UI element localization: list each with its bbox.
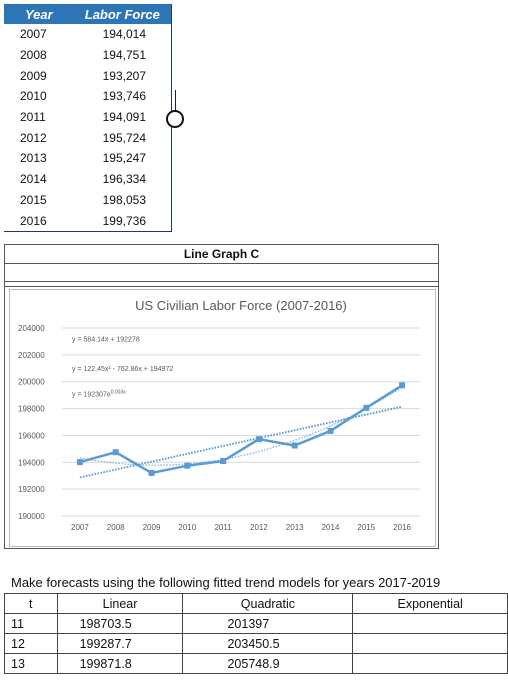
trendline-quadratic <box>79 386 403 466</box>
trendline-exponential <box>79 405 403 478</box>
x-tick-label: 2011 <box>214 523 232 532</box>
year-cell: 2016 <box>4 210 74 232</box>
quadratic-column-header: Quadratic <box>182 593 354 614</box>
exponential-column-header: Exponential <box>352 593 508 614</box>
graph-spacer-row <box>5 282 438 287</box>
table-row: 2007 194,014 <box>4 24 172 45</box>
year-cell: 2007 <box>20 27 47 42</box>
table-row: 2011 194,091 <box>4 107 172 128</box>
table-row: 2012 195,724 <box>4 127 172 148</box>
table-row: 11 198703.5 201397 <box>4 613 508 634</box>
table-row: 12 199287.7 203450.5 <box>4 633 508 654</box>
labor-force-cell: 193,746 <box>102 89 147 104</box>
line-chart: US Civilian Labor Force (2007-2016) 19000… <box>18 298 420 532</box>
forecast-header-row: t Linear Quadratic Exponential <box>4 593 508 614</box>
data-point <box>112 449 119 456</box>
x-tick-label: 2010 <box>178 523 196 532</box>
labor-force-cell: 193,207 <box>102 68 147 83</box>
year-column-header: Year <box>4 4 74 24</box>
graph-spacer-row <box>5 264 438 282</box>
t-cell: 11 <box>4 613 58 634</box>
y-tick-label: 192000 <box>18 485 45 494</box>
year-cell: 2008 <box>20 48 47 63</box>
year-cell: 2014 <box>20 172 47 187</box>
linear-column-header: Linear <box>56 593 184 614</box>
exponential-cell[interactable] <box>352 653 508 674</box>
quadratic-cell[interactable]: 203450.5 <box>182 633 354 654</box>
series-line <box>79 384 403 475</box>
labor-force-cell: 196,334 <box>102 172 147 187</box>
quadratic-cell[interactable]: 205748.9 <box>182 653 354 674</box>
chart-title: US Civilian Labor Force (2007-2016) <box>135 298 347 313</box>
exponential-cell[interactable] <box>352 633 508 654</box>
y-tick-label: 200000 <box>18 378 45 387</box>
table-row: 2016 199,736 <box>4 210 172 232</box>
data-point <box>148 469 155 476</box>
line-graph-frame: Line Graph C US Civilian Labor Force (20… <box>4 244 439 549</box>
year-cell: 2015 <box>20 192 47 207</box>
table-row: 13 199871.8 205748.9 <box>4 653 508 674</box>
labor-force-cell: 195,724 <box>102 130 147 145</box>
trend-equation-label: y = 192307e0.003x <box>72 389 126 398</box>
x-tick-label: 2015 <box>357 523 375 532</box>
labor-force-cell: 194,751 <box>102 48 147 63</box>
x-tick-label: 2014 <box>322 523 340 532</box>
y-tick-label: 202000 <box>18 351 45 360</box>
x-tick-label: 2016 <box>393 523 411 532</box>
labor-force-cell: 194,014 <box>102 27 147 42</box>
y-tick-label: 196000 <box>18 431 45 440</box>
table-row: 2010 193,746 <box>4 86 172 107</box>
data-point <box>291 442 298 449</box>
t-cell: 12 <box>4 633 58 654</box>
resize-handle-icon[interactable] <box>166 110 184 128</box>
x-tick-label: 2008 <box>107 523 125 532</box>
table-row: 2015 198,053 <box>4 190 172 211</box>
linear-cell[interactable]: 199871.8 <box>56 653 184 674</box>
year-cell: 2013 <box>20 151 47 166</box>
data-point <box>184 462 191 469</box>
year-cell: 2012 <box>20 130 47 145</box>
year-cell: 2009 <box>20 68 47 83</box>
table-row: 2014 196,334 <box>4 169 172 190</box>
labor-force-cell: 198,053 <box>102 192 147 207</box>
forecast-heading: Make forecasts using the following fitte… <box>11 575 441 590</box>
x-tick-label: 2009 <box>143 523 161 532</box>
year-cell: 2011 <box>20 110 46 125</box>
labor-force-cell: 194,091 <box>102 110 147 125</box>
t-cell: 13 <box>4 653 58 674</box>
x-tick-label: 2013 <box>286 523 304 532</box>
trend-equation-label: y = 122.45x² - 762.86x + 194972 <box>72 366 173 373</box>
quadratic-cell[interactable]: 201397 <box>182 613 354 634</box>
data-point <box>399 382 406 389</box>
labor-force-table: Year Labor Force 2007 194,014 2008 194,751… <box>4 4 172 232</box>
chart-area[interactable]: US Civilian Labor Force (2007-2016) 19000… <box>9 289 436 547</box>
linear-cell[interactable]: 199287.7 <box>56 633 184 654</box>
table-row: 2013 195,247 <box>4 148 172 169</box>
y-tick-label: 198000 <box>18 405 45 414</box>
trend-equation-label: y = 584.14x + 192278 <box>72 336 140 343</box>
graph-label: Line Graph C <box>5 245 438 264</box>
labor-table-header-row: Year Labor Force <box>4 4 172 24</box>
year-cell: 2010 <box>20 89 47 104</box>
y-tick-label: 190000 <box>18 512 45 521</box>
y-tick-label: 204000 <box>18 324 45 333</box>
y-tick-label: 194000 <box>18 458 45 467</box>
labor-force-cell: 195,247 <box>102 151 147 166</box>
table-row: 2009 193,207 <box>4 65 172 86</box>
labor-force-cell: 199,736 <box>73 210 172 232</box>
data-point <box>327 427 334 434</box>
data-point <box>363 404 370 411</box>
data-point <box>76 459 83 466</box>
data-point <box>255 436 262 443</box>
forecast-table: t Linear Quadratic Exponential 11 198703… <box>4 593 508 674</box>
exponential-cell[interactable] <box>352 613 508 634</box>
x-tick-label: 2012 <box>250 523 268 532</box>
resize-handle-line[interactable] <box>175 90 176 116</box>
table-row: 2008 194,751 <box>4 45 172 66</box>
linear-cell[interactable]: 198703.5 <box>56 613 184 634</box>
labor-force-column-header: Labor Force <box>73 4 172 24</box>
x-tick-label: 2007 <box>71 523 89 532</box>
t-column-header: t <box>4 593 58 614</box>
data-point <box>220 458 227 465</box>
